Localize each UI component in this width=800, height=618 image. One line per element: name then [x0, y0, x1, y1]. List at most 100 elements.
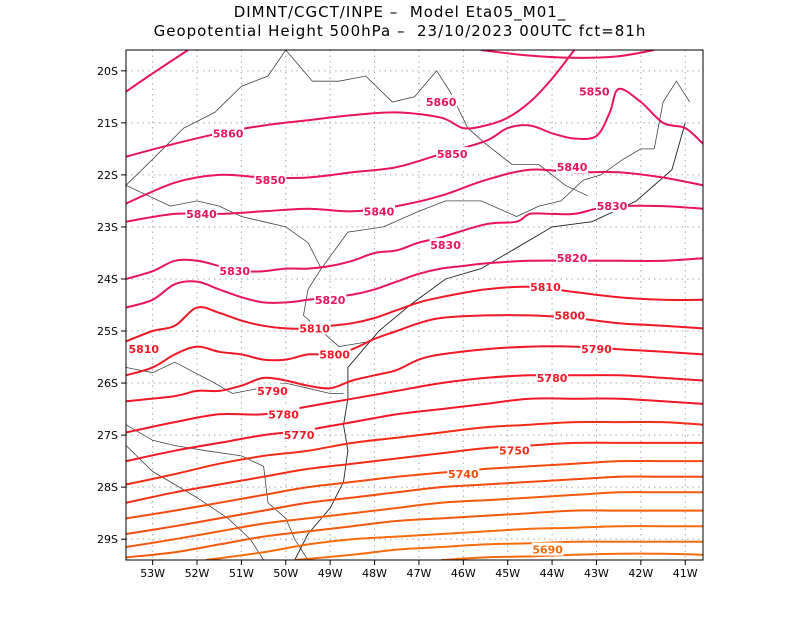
contour-label-bg [553, 308, 586, 322]
contour-label: 5860 [426, 96, 457, 109]
contour-5700 [205, 525, 703, 560]
y-tick-label: 27S [97, 429, 118, 442]
contour-label: 5810 [530, 281, 561, 294]
contour-label: 5790 [257, 385, 288, 398]
state-boundary [126, 361, 344, 394]
contour-5770 [126, 397, 703, 463]
contour-label-bg [127, 342, 160, 356]
contour-5780 [126, 374, 703, 434]
x-tick-label: 53W [140, 567, 165, 580]
plot-frame [125, 49, 704, 561]
contour-label-bg [256, 383, 289, 397]
contour-label-bg [185, 206, 218, 220]
contour-5730 [126, 475, 703, 535]
contour-labels: 5860 5860 5850 5850 5850 5840 5840 5840 5830 5830… [127, 84, 629, 557]
y-tick-label: 26S [97, 377, 118, 390]
contour-label: 5800 [555, 309, 586, 322]
contour-label: 5850 [255, 174, 286, 187]
contour-5800 [126, 314, 703, 377]
contour-label-bg [425, 95, 458, 109]
contour-5680 [441, 552, 703, 560]
contour-label: 5770 [284, 429, 315, 442]
contour-5720 [126, 491, 703, 548]
contour-label: 5820 [315, 294, 346, 307]
contour-label-bg [536, 370, 569, 384]
contour-label: 5820 [557, 252, 588, 265]
y-tick-label: 22S [97, 169, 118, 182]
contour-label: 5780 [268, 408, 299, 421]
x-tick-label: 42W [628, 567, 653, 580]
contour-5790 [126, 345, 703, 403]
contour-5860 [126, 50, 576, 158]
contour-label-bg [580, 342, 613, 356]
contour-label-bg [498, 443, 531, 457]
contour-label: 5850 [579, 86, 610, 99]
x-tick-label: 51W [229, 567, 254, 580]
coastline [294, 122, 686, 560]
contour-5830 [126, 204, 703, 280]
contour-label-bg [212, 126, 245, 140]
y-tick-label: 28S [97, 481, 118, 494]
contour-label-bg [556, 160, 589, 174]
contour-label-bg [578, 84, 611, 98]
state-boundary [653, 80, 691, 149]
contour-label-bg [283, 428, 316, 442]
x-tick-label: 45W [495, 567, 520, 580]
contour-label-bg [318, 347, 351, 361]
x-tick-label: 41W [673, 567, 698, 580]
state-boundary [320, 148, 655, 269]
contour-label-bg [362, 204, 395, 218]
contour-label-bg [529, 279, 562, 293]
contour-label: 5840 [364, 205, 395, 218]
x-tick-label: 49W [318, 567, 343, 580]
contour-label-bg [531, 542, 564, 556]
contour-5820 [126, 257, 703, 309]
contour-5850 [126, 87, 703, 205]
y-tick-label: 29S [97, 533, 118, 546]
contour-label: 5840 [557, 161, 588, 174]
contour-label: 5790 [581, 343, 612, 356]
contour-label: 5690 [532, 544, 563, 557]
contour-label-bg [267, 407, 300, 421]
x-tick-label: 50W [273, 567, 298, 580]
contour-label-bg [298, 321, 331, 335]
contour-5750 [126, 441, 703, 504]
chart-title: DIMNT/CGCT/INPE – Model Eta05_M01_ Geopo… [0, 3, 800, 41]
x-tick-label: 47W [407, 567, 432, 580]
x-tick-label: 44W [540, 567, 565, 580]
contour-label: 5830 [430, 239, 461, 252]
y-tick-label: 25S [97, 325, 118, 338]
contour-label-bg [314, 292, 347, 306]
x-tick-label: 52W [185, 567, 210, 580]
y-tick-label: 24S [97, 273, 118, 286]
contour-label: 5860 [213, 127, 244, 140]
x-tick-label: 46W [451, 567, 476, 580]
contour-label-bg [447, 467, 480, 481]
map-boundaries [126, 50, 691, 560]
y-tick-label: 21S [97, 117, 118, 130]
x-tick-label: 48W [362, 567, 387, 580]
contour-label: 5830 [597, 200, 628, 213]
contour-label: 5850 [437, 148, 468, 161]
contour-label: 5780 [537, 372, 568, 385]
contour-5840 [126, 168, 703, 223]
contour-label: 5810 [299, 322, 330, 335]
contour-label: 5800 [319, 348, 350, 361]
contour-label-bg [556, 251, 589, 265]
contour-label: 5750 [499, 445, 530, 458]
state-boundary [285, 50, 451, 103]
contour-label: 5830 [219, 265, 250, 278]
contour-label: 5840 [186, 208, 217, 221]
contour-5860 [126, 50, 189, 93]
axis-ticks: 53W 52W 51W 50W 49W 48W 47W 46W 45W 44W 43W 42W 41W 2… [97, 65, 698, 580]
contour-5860 [480, 50, 655, 59]
state-boundary [126, 424, 309, 560]
state-boundary [126, 184, 371, 348]
contour-label-bg [436, 147, 469, 161]
contour-label: 5810 [128, 343, 159, 356]
contour-label-bg [596, 199, 629, 213]
title-line-1: DIMNT/CGCT/INPE – Model Eta05_M01_ [233, 3, 567, 21]
state-boundary [126, 50, 287, 186]
contour-5810 [126, 285, 703, 343]
